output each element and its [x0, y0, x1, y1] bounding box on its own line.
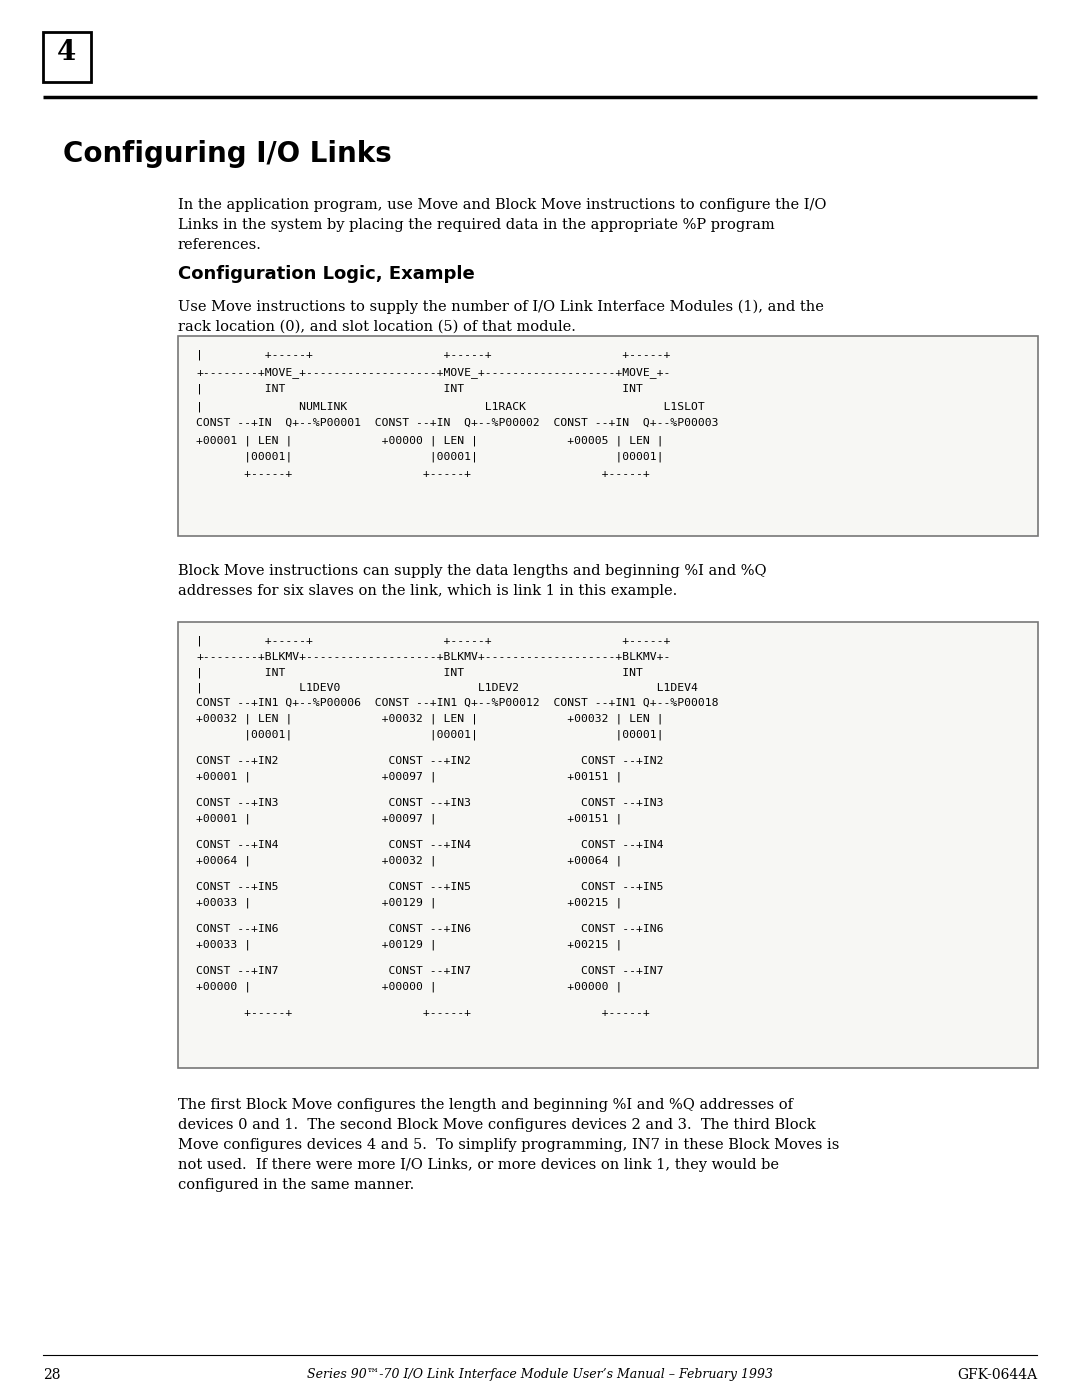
Text: |00001|                    |00001|                    |00001|: |00001| |00001| |00001| [195, 729, 663, 739]
Text: CONST --+IN1 Q+--%P00006  CONST --+IN1 Q+--%P00012  CONST --+IN1 Q+--%P00018: CONST --+IN1 Q+--%P00006 CONST --+IN1 Q+… [195, 698, 718, 708]
Text: +-----+                   +-----+                   +-----+: +-----+ +-----+ +-----+ [195, 469, 650, 479]
Text: not used.  If there were more I/O Links, or more devices on link 1, they would b: not used. If there were more I/O Links, … [178, 1158, 779, 1172]
Text: +--------+MOVE_+-------------------+MOVE_+-------------------+MOVE_+-: +--------+MOVE_+-------------------+MOVE… [195, 367, 671, 379]
Text: GFK-0644A: GFK-0644A [957, 1368, 1037, 1382]
FancyBboxPatch shape [178, 622, 1038, 1067]
Text: rack location (0), and slot location (5) of that module.: rack location (0), and slot location (5)… [178, 320, 576, 334]
Text: Block Move instructions can supply the data lengths and beginning %I and %Q: Block Move instructions can supply the d… [178, 564, 767, 578]
FancyBboxPatch shape [178, 337, 1038, 536]
Text: +--------+BLKMV+-------------------+BLKMV+-------------------+BLKMV+-: +--------+BLKMV+-------------------+BLKM… [195, 651, 671, 662]
Text: |00001|                    |00001|                    |00001|: |00001| |00001| |00001| [195, 453, 663, 462]
Text: +00033 |                   +00129 |                   +00215 |: +00033 | +00129 | +00215 | [195, 939, 622, 950]
Text: +00001 |                   +00097 |                   +00151 |: +00001 | +00097 | +00151 | [195, 771, 622, 781]
Text: Configuring I/O Links: Configuring I/O Links [63, 140, 392, 168]
Text: |         INT                       INT                       INT: | INT INT INT [195, 666, 643, 678]
Text: |              NUMLINK                    L1RACK                    L1SLOT: | NUMLINK L1RACK L1SLOT [195, 401, 705, 412]
Text: references.: references. [178, 237, 261, 251]
Text: addresses for six slaves on the link, which is link 1 in this example.: addresses for six slaves on the link, wh… [178, 584, 677, 598]
Text: |         +-----+                   +-----+                   +-----+: | +-----+ +-----+ +-----+ [195, 636, 671, 647]
Text: The first Block Move configures the length and beginning %I and %Q addresses of: The first Block Move configures the leng… [178, 1098, 793, 1112]
Text: CONST --+IN  Q+--%P00001  CONST --+IN  Q+--%P00002  CONST --+IN  Q+--%P00003: CONST --+IN Q+--%P00001 CONST --+IN Q+--… [195, 418, 718, 427]
Text: CONST --+IN4                CONST --+IN4                CONST --+IN4: CONST --+IN4 CONST --+IN4 CONST --+IN4 [195, 840, 663, 849]
Text: Series 90™-70 I/O Link Interface Module User’s Manual – February 1993: Series 90™-70 I/O Link Interface Module … [307, 1368, 773, 1382]
Text: |              L1DEV0                    L1DEV2                    L1DEV4: | L1DEV0 L1DEV2 L1DEV4 [195, 683, 698, 693]
Text: +-----+                   +-----+                   +-----+: +-----+ +-----+ +-----+ [195, 1007, 650, 1017]
Text: +00001 |                   +00097 |                   +00151 |: +00001 | +00097 | +00151 | [195, 813, 622, 823]
Text: devices 0 and 1.  The second Block Move configures devices 2 and 3.  The third B: devices 0 and 1. The second Block Move c… [178, 1118, 815, 1132]
Text: Configuration Logic, Example: Configuration Logic, Example [178, 265, 475, 284]
Text: +00033 |                   +00129 |                   +00215 |: +00033 | +00129 | +00215 | [195, 897, 622, 908]
Text: CONST --+IN7                CONST --+IN7                CONST --+IN7: CONST --+IN7 CONST --+IN7 CONST --+IN7 [195, 965, 663, 975]
Text: Links in the system by placing the required data in the appropriate %P program: Links in the system by placing the requi… [178, 218, 774, 232]
Text: |         +-----+                   +-----+                   +-----+: | +-----+ +-----+ +-----+ [195, 351, 671, 360]
Text: In the application program, use Move and Block Move instructions to configure th: In the application program, use Move and… [178, 198, 826, 212]
Text: |         INT                       INT                       INT: | INT INT INT [195, 384, 643, 394]
Text: +00064 |                   +00032 |                   +00064 |: +00064 | +00032 | +00064 | [195, 855, 622, 866]
Text: Use Move instructions to supply the number of I/O Link Interface Modules (1), an: Use Move instructions to supply the numb… [178, 300, 824, 314]
Text: +00001 | LEN |             +00000 | LEN |             +00005 | LEN |: +00001 | LEN | +00000 | LEN | +00005 | L… [195, 434, 663, 446]
Text: +00000 |                   +00000 |                   +00000 |: +00000 | +00000 | +00000 | [195, 981, 622, 992]
Text: configured in the same manner.: configured in the same manner. [178, 1178, 415, 1192]
Text: CONST --+IN2                CONST --+IN2                CONST --+IN2: CONST --+IN2 CONST --+IN2 CONST --+IN2 [195, 756, 663, 766]
Text: CONST --+IN5                CONST --+IN5                CONST --+IN5: CONST --+IN5 CONST --+IN5 CONST --+IN5 [195, 882, 663, 891]
Text: 4: 4 [57, 39, 77, 67]
Text: 28: 28 [43, 1368, 60, 1382]
Text: CONST --+IN6                CONST --+IN6                CONST --+IN6: CONST --+IN6 CONST --+IN6 CONST --+IN6 [195, 923, 663, 933]
Bar [43, 32, 91, 82]
Text: +00032 | LEN |             +00032 | LEN |             +00032 | LEN |: +00032 | LEN | +00032 | LEN | +00032 | L… [195, 714, 663, 724]
Text: CONST --+IN3                CONST --+IN3                CONST --+IN3: CONST --+IN3 CONST --+IN3 CONST --+IN3 [195, 798, 663, 807]
Text: Move configures devices 4 and 5.  To simplify programming, IN7 in these Block Mo: Move configures devices 4 and 5. To simp… [178, 1139, 839, 1153]
